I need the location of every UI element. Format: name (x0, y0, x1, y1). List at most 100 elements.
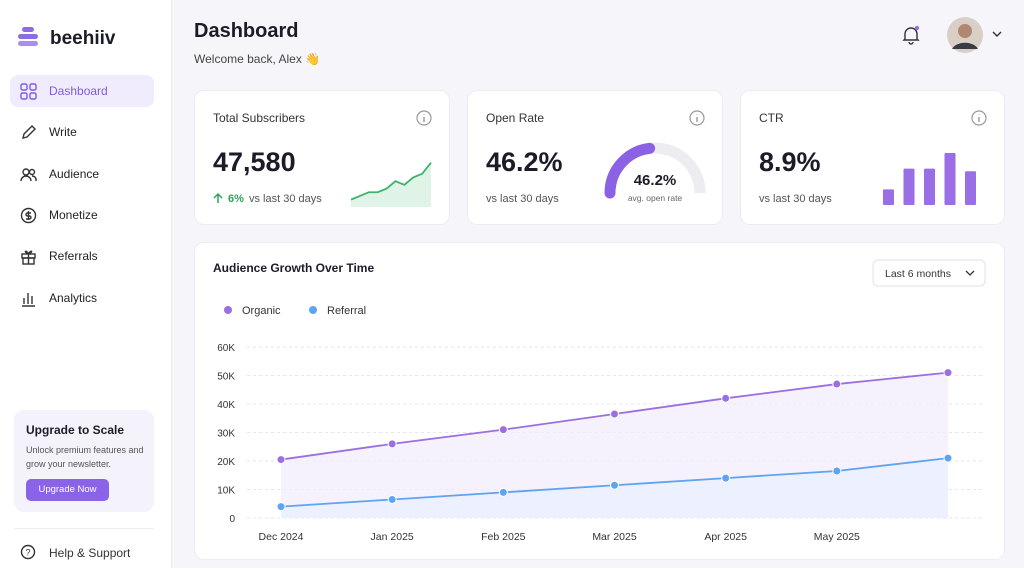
data-point (721, 473, 731, 483)
data-point (387, 494, 397, 504)
x-tick-label: Jan 2025 (371, 531, 414, 543)
nav-label: Monetize (49, 207, 98, 222)
nav-item[interactable]: Analytics (10, 282, 154, 314)
help-icon: ? (20, 544, 36, 560)
card-note: vs last 30 days (486, 193, 559, 205)
svg-text:?: ? (25, 548, 30, 558)
stat-card: Total Subscribers 47,580 6% vs last 30 days (194, 90, 450, 225)
mini-bar (883, 189, 894, 205)
y-tick-label: 0 (229, 514, 235, 525)
x-tick-label: Mar 2025 (592, 531, 637, 543)
nav-label: Referrals (49, 249, 98, 264)
data-point (610, 409, 619, 419)
card-title: CTR (759, 111, 784, 125)
data-point (276, 502, 286, 512)
card-value: 47,580 (213, 147, 296, 177)
chart-title: Audience Growth Over Time (213, 261, 374, 275)
gauge-label: 46.2% (634, 172, 677, 189)
sparkline-line (350, 162, 432, 201)
data-point (387, 439, 397, 449)
nav-icon (21, 250, 36, 265)
upgrade-button[interactable]: Upgrade Now (26, 479, 109, 501)
info-icon (416, 110, 432, 126)
logo (18, 27, 38, 46)
stat-card: Open Rate 46.2% vs last 30 days 46.2% avg. o… (467, 90, 723, 225)
data-point (498, 487, 508, 497)
nav-icon (22, 125, 36, 140)
upgrade-title: Upgrade to Scale (26, 423, 125, 437)
nav-label: Audience (49, 166, 100, 181)
data-point (498, 425, 508, 435)
mini-bars (883, 153, 976, 205)
card-title: Open Rate (486, 111, 545, 125)
nav-item[interactable]: Audience (10, 158, 154, 190)
page-subtitle: Welcome back, Alex 👋 (194, 52, 321, 66)
x-tick-label: Apr 2025 (704, 531, 747, 543)
card-value: 8.9% (759, 147, 821, 177)
nav-icon (22, 292, 35, 307)
upgrade-box: Upgrade to Scale Unlock premium features… (14, 410, 154, 512)
y-tick-label: 50K (217, 372, 235, 383)
y-tick-label: 40K (217, 400, 235, 411)
chart-card: Audience Growth Over Time Last 6 months Or… (194, 242, 1005, 560)
dropdown-chevron (965, 270, 975, 276)
bell-icon[interactable] (900, 24, 922, 46)
y-tick-label: 60K (217, 343, 235, 354)
chart: Audience Growth Over Time Last 6 months Or… (213, 259, 986, 543)
nav-item[interactable]: Write (10, 116, 154, 148)
up-arrow (213, 192, 223, 203)
range-dropdown[interactable] (872, 259, 986, 287)
x-tick-label: Feb 2025 (481, 531, 526, 543)
legend-dot (224, 306, 232, 314)
nav-label: Dashboard (49, 84, 108, 98)
nav-item[interactable]: Referrals (10, 240, 154, 272)
divider (14, 528, 154, 529)
y-tick-label: 10K (217, 486, 235, 497)
avatar[interactable] (946, 16, 1008, 54)
y-tick-label: 20K (217, 457, 235, 468)
data-point (276, 455, 286, 465)
data-point (721, 393, 731, 403)
sparkline (350, 162, 432, 207)
change-value: 6% (228, 193, 244, 205)
upgrade-text: Unlock premium features and grow your ne… (26, 445, 144, 469)
card-note: vs last 30 days (249, 193, 322, 205)
card-note: vs last 30 days (759, 193, 832, 205)
gauge-caption: avg. open rate (628, 193, 683, 203)
range-label: Last 6 months (885, 268, 951, 280)
x-tick-label: Dec 2024 (259, 531, 304, 543)
data-point (943, 368, 953, 378)
data-point (832, 466, 842, 476)
x-tick-label: May 2025 (814, 531, 860, 543)
brand: beehiiv (50, 28, 116, 49)
data-point (943, 453, 953, 463)
legend-label: Organic (242, 305, 281, 317)
data-point (610, 480, 619, 490)
nav-label: Analytics (49, 290, 98, 305)
data-point (832, 379, 842, 389)
y-tick-label: 30K (217, 429, 235, 440)
page-title: Dashboard (194, 20, 299, 42)
stat-card: CTR 8.9% vs last 30 days (740, 90, 1005, 225)
card-title: Total Subscribers (213, 111, 306, 125)
mini-bar (924, 168, 935, 205)
nav-icon (20, 83, 37, 100)
legend-dot (309, 306, 317, 314)
nav-label: Write (49, 125, 77, 140)
legend-label: Referral (327, 305, 366, 317)
nav-icon (20, 167, 37, 181)
gauge: 46.2% avg. open rate (604, 142, 706, 203)
gauge-arc (604, 142, 656, 199)
info-icon (971, 110, 987, 126)
nav-item[interactable]: Dashboard (10, 75, 154, 107)
card-value: 46.2% (486, 147, 563, 177)
help-link[interactable]: Help & Support (49, 546, 131, 560)
nav-item[interactable]: Monetize (10, 199, 154, 231)
mini-bar (965, 171, 976, 205)
sidebar: beehiiv Dashboard Write Audience Monetize Re… (0, 0, 172, 568)
info-icon (689, 110, 705, 126)
mini-bar (944, 153, 956, 205)
mini-bar (903, 168, 915, 205)
nav-icon (20, 207, 37, 224)
